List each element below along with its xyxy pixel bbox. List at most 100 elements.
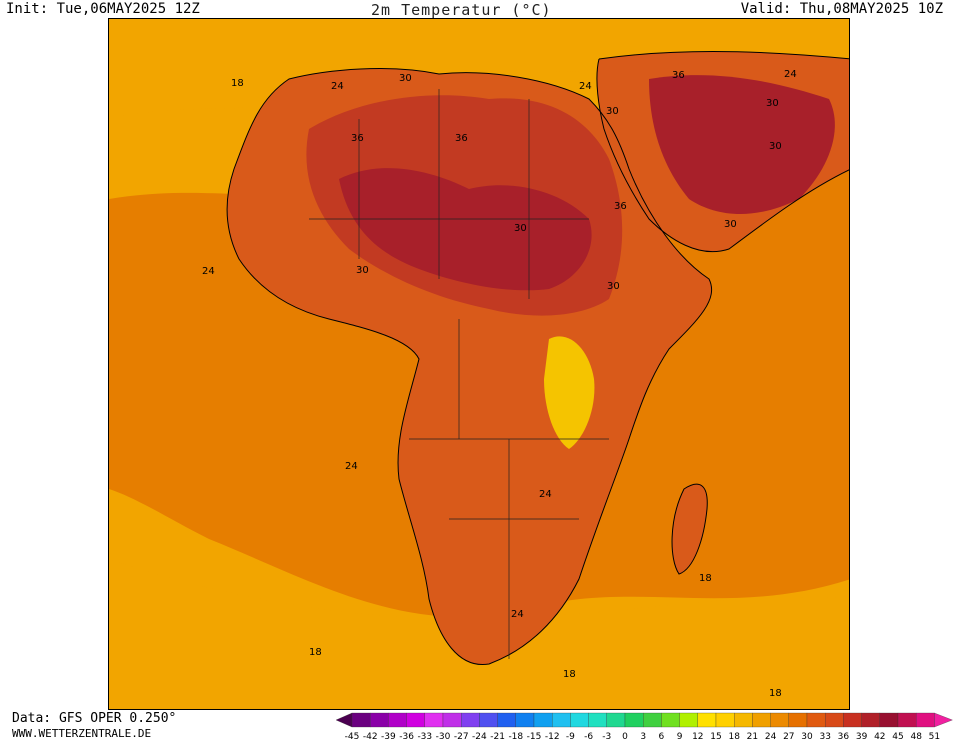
colorbar-cell	[843, 712, 862, 728]
contour-label: 18	[769, 688, 782, 699]
colorbar-cell	[461, 712, 480, 728]
contour-label: 30	[606, 106, 619, 117]
colorbar-label: -36	[399, 732, 414, 741]
contour-label: 36	[672, 70, 685, 81]
contour-label: 24	[345, 461, 358, 472]
colorbar-label: 9	[677, 732, 683, 741]
colorbar-cell	[351, 712, 371, 728]
colorbar-cell	[825, 712, 844, 728]
madagascar-landmass	[672, 484, 708, 574]
colorbar-label: -21	[490, 732, 505, 741]
colorbar-cell	[897, 712, 917, 728]
colorbar-label: 3	[640, 732, 646, 741]
colorbar-cell	[479, 712, 498, 728]
colorbar-label: 15	[710, 732, 721, 741]
colorbar-label: 39	[856, 732, 868, 741]
contour-label: 30	[766, 98, 779, 109]
colorbar-label: 12	[692, 732, 703, 741]
colorbar-cell	[533, 712, 553, 728]
contour-label: 24	[202, 266, 215, 277]
contour-label: 30	[356, 265, 369, 276]
contour-label: 24	[579, 81, 592, 92]
colorbar-cell	[515, 712, 535, 728]
colorbar-label: 27	[783, 732, 794, 741]
colorbar-label: 42	[874, 732, 885, 741]
colorbar-cell	[442, 712, 462, 728]
colorbar-label: 18	[728, 732, 740, 741]
colorbar-cell	[752, 712, 771, 728]
colorbar-cell	[406, 712, 425, 728]
arabia-hot-zone	[649, 75, 835, 214]
colorbar-cell	[770, 712, 789, 728]
colorbar-label: 48	[910, 732, 922, 741]
colorbar-cell	[679, 712, 698, 728]
colorbar-label: -9	[566, 732, 575, 741]
colorbar-cell	[552, 712, 571, 728]
map-canvas: 18 24 30 36 36 30 24 30 36 30 24 30 36 30 30 30 24 24 24 24…	[109, 19, 849, 709]
arabia-coastline	[596, 51, 849, 253]
colorbar-label: -33	[417, 732, 432, 741]
colorbar-label: 21	[747, 732, 758, 741]
temperature-colorbar: -45 -42 -39 -36 -33 -30 -27 -24 -21 -18 -15 -12 -9 -6…	[336, 712, 953, 741]
contour-label: 36	[614, 201, 627, 212]
colorbar-cell	[806, 712, 826, 728]
contour-label: 36	[351, 133, 364, 144]
colorbar-cell	[624, 712, 644, 728]
contour-label: 18	[563, 669, 576, 680]
colorbar-cell	[388, 712, 407, 728]
temperature-map: 18 24 30 36 36 30 24 30 36 30 24 30 36 30 30 30 24 24 24 24…	[108, 18, 850, 710]
colorbar-label: 51	[929, 732, 940, 741]
data-source-label: Data: GFS OPER 0.250°	[12, 711, 177, 726]
colorbar-cell	[370, 712, 389, 728]
colorbar-label: -45	[345, 732, 360, 741]
contour-label: 24	[539, 489, 552, 500]
colorbar-label: -3	[602, 732, 611, 741]
contour-label: 30	[724, 219, 737, 230]
colorbar-label: -27	[454, 732, 469, 741]
colorbar-cell	[336, 712, 353, 728]
valid-time-label: Valid: Thu,08MAY2025 10Z	[740, 1, 943, 17]
colorbar-label: 6	[659, 732, 665, 741]
colorbar-label: 0	[622, 732, 628, 741]
map-title: 2m Temperatur (°C)	[371, 1, 552, 19]
east-africa-highlands	[544, 336, 595, 449]
colorbar-label: 36	[838, 732, 850, 741]
colorbar-cell	[916, 712, 935, 728]
contour-label: 18	[309, 647, 322, 658]
colorbar-cells	[336, 712, 953, 728]
contour-label: 18	[231, 78, 244, 89]
colorbar-label: 33	[819, 732, 830, 741]
contour-label: 24	[784, 69, 797, 80]
colorbar-cell	[715, 712, 735, 728]
colorbar-cell	[570, 712, 589, 728]
colorbar-cell	[661, 712, 680, 728]
colorbar-label: -15	[527, 732, 542, 741]
africa-coastline	[226, 68, 713, 666]
colorbar-cell	[497, 712, 516, 728]
colorbar-label: -24	[472, 732, 487, 741]
colorbar-cell	[861, 712, 880, 728]
country-borders	[309, 89, 609, 659]
contour-label: 24	[511, 609, 524, 620]
colorbar-cell	[424, 712, 444, 728]
colorbar-label: -39	[381, 732, 396, 741]
colorbar-cell	[643, 712, 662, 728]
contour-label: 30	[607, 281, 620, 292]
contour-labels: 18 24 30 36 36 30 24 30 36 30 24 30 36 30 30 30 24 24 24 24…	[202, 69, 797, 699]
colorbar-cell	[734, 712, 753, 728]
colorbar-label: -18	[508, 732, 523, 741]
colorbar-label: -42	[363, 732, 378, 741]
colorbar-cell	[879, 712, 899, 728]
contour-label: 36	[455, 133, 468, 144]
colorbar-label: 24	[765, 732, 777, 741]
colorbar-label: -6	[584, 732, 593, 741]
init-time-label: Init: Tue,06MAY2025 12Z	[6, 1, 200, 17]
sahel-hottest-zone	[339, 168, 592, 291]
colorbar-label: -30	[436, 732, 451, 741]
colorbar-labels: -45 -42 -39 -36 -33 -30 -27 -24 -21 -18 -15 -12 -9 -6…	[345, 732, 940, 741]
madagascar-coastline	[671, 483, 708, 575]
contour-label: 18	[699, 573, 712, 584]
colorbar-label: -12	[545, 732, 560, 741]
website-label: WWW.WETTERZENTRALE.DE	[12, 727, 152, 740]
contour-label: 30	[514, 223, 527, 234]
